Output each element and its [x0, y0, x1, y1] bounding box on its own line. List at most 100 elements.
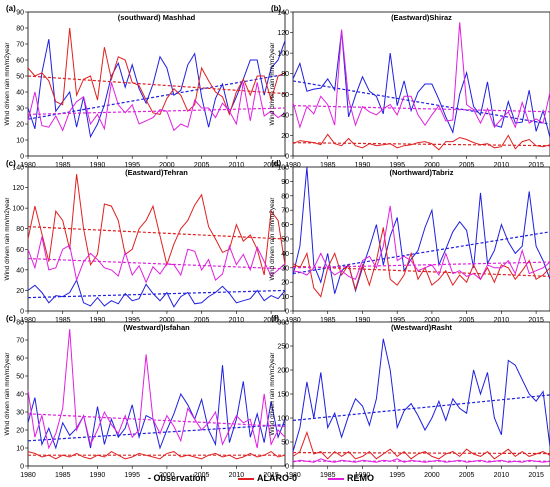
y-tick-label: 250	[277, 344, 289, 351]
trend-line-remo	[27, 257, 286, 270]
y-tick-label: 50	[16, 374, 24, 381]
y-tick-label: 30	[16, 410, 24, 417]
y-tick-label: 70	[16, 338, 24, 345]
x-tick-label: 1985	[320, 472, 336, 479]
x-tick-label: 1985	[55, 162, 71, 169]
panel-tag: (d)	[271, 159, 282, 168]
y-tick-label: 20	[16, 122, 24, 129]
y-tick-label: 30	[16, 106, 24, 113]
x-tick-label: 1995	[389, 317, 405, 324]
y-tick-label: 0	[20, 309, 24, 316]
x-tick-label: 2015	[528, 317, 544, 324]
y-tick-label: 90	[281, 179, 289, 186]
y-tick-label: 90	[16, 10, 24, 17]
x-tick-label: 2000	[424, 472, 440, 479]
series-line-alaro-0	[27, 174, 286, 276]
series-line-observation	[292, 30, 550, 138]
trend-line-alaro-0	[292, 265, 550, 278]
y-tick-label: 80	[16, 320, 24, 327]
y-tick-label: 100	[277, 416, 289, 423]
y-tick-label: 100	[277, 51, 289, 58]
plot-area	[292, 321, 550, 467]
y-tick-label: 20	[16, 428, 24, 435]
series-line-remo	[292, 22, 550, 129]
legend-remo-label: REMO	[347, 473, 374, 483]
x-tick-label: 2010	[229, 472, 245, 479]
y-tick-label: 140	[12, 165, 24, 172]
y-tick-label: 10	[16, 138, 24, 145]
series-line-remo	[27, 329, 286, 450]
series-line-remo	[292, 458, 550, 463]
x-tick-label: 2010	[229, 317, 245, 324]
y-axis-label: Wind driven rain mm/m2year	[269, 197, 276, 281]
y-tick-label: 150	[277, 392, 289, 399]
y-tick-label: 60	[281, 92, 289, 99]
y-tick-label: 0	[285, 464, 289, 471]
panel-title: (Eastward)Tehran	[125, 168, 188, 177]
trend-line-alaro-0	[292, 451, 550, 455]
panel-2: 0 20 40 60 80 100 120 140 1980 1985 1990 1995 2000 20…	[269, 4, 550, 169]
y-tick-label: 70	[16, 42, 24, 49]
y-tick-label: 70	[281, 208, 289, 215]
y-tick-label: 100	[277, 165, 289, 172]
x-tick-label: 2015	[263, 472, 279, 479]
x-tick-label: 2010	[494, 162, 510, 169]
plot-area	[292, 11, 550, 157]
legend-alaro-swatch	[238, 477, 254, 480]
x-tick-label: 2015	[528, 162, 544, 169]
y-tick-label: 50	[281, 237, 289, 244]
y-tick-label: 60	[16, 58, 24, 65]
legend-remo: REMO	[328, 473, 374, 483]
x-tick-label: 2000	[424, 162, 440, 169]
x-tick-label: 1995	[389, 162, 405, 169]
y-tick-label: 10	[16, 446, 24, 453]
y-tick-label: 60	[16, 247, 24, 254]
y-tick-label: 20	[16, 288, 24, 295]
x-tick-label: 2005	[194, 472, 210, 479]
plot-area	[27, 166, 286, 312]
panel-title: (Eastward)Shiraz	[391, 13, 452, 22]
y-tick-label: 30	[281, 265, 289, 272]
series-line-observation	[27, 365, 286, 450]
x-tick-label: 2000	[424, 317, 440, 324]
panel-tag: (a)	[6, 4, 16, 13]
x-tick-label: 2010	[494, 472, 510, 479]
x-tick-label: 1995	[124, 162, 140, 169]
series-line-observation	[292, 338, 550, 452]
x-tick-label: 1990	[90, 317, 106, 324]
panel-title: (Westward)Isfahan	[123, 323, 190, 332]
y-tick-label: 20	[281, 133, 289, 140]
legend: - Observation ALARO-0 REMO	[0, 470, 550, 487]
x-tick-label: 1995	[124, 317, 140, 324]
legend-alaro-label: ALARO-0	[257, 473, 297, 483]
x-tick-label: 1980	[285, 472, 301, 479]
y-tick-label: 80	[281, 193, 289, 200]
x-tick-label: 2000	[159, 162, 175, 169]
y-tick-label: 0	[20, 464, 24, 471]
x-tick-label: 1995	[124, 472, 140, 479]
x-tick-label: 1985	[55, 317, 71, 324]
y-tick-label: 40	[16, 392, 24, 399]
x-tick-label: 2005	[459, 317, 475, 324]
x-tick-label: 1980	[285, 317, 301, 324]
x-tick-label: 2010	[494, 317, 510, 324]
x-tick-label: 2005	[459, 472, 475, 479]
trend-line-remo	[292, 105, 550, 113]
x-tick-label: 2005	[194, 162, 210, 169]
y-tick-label: 50	[281, 440, 289, 447]
series-line-alaro-0	[292, 227, 550, 298]
panel-tag: (f)	[271, 314, 279, 323]
x-tick-label: 1990	[355, 472, 371, 479]
x-tick-label: 1980	[285, 162, 301, 169]
legend-observation-label: - Observation	[148, 473, 207, 483]
x-tick-label: 2015	[263, 162, 279, 169]
trend-line-observation	[27, 289, 286, 299]
trend-line-observation	[292, 231, 550, 275]
y-tick-label: 60	[281, 222, 289, 229]
y-axis-label: Wind driven rain mm/m2year	[269, 352, 276, 436]
x-tick-label: 1990	[355, 317, 371, 324]
y-tick-label: 80	[281, 71, 289, 78]
y-tick-label: 20	[281, 280, 289, 287]
